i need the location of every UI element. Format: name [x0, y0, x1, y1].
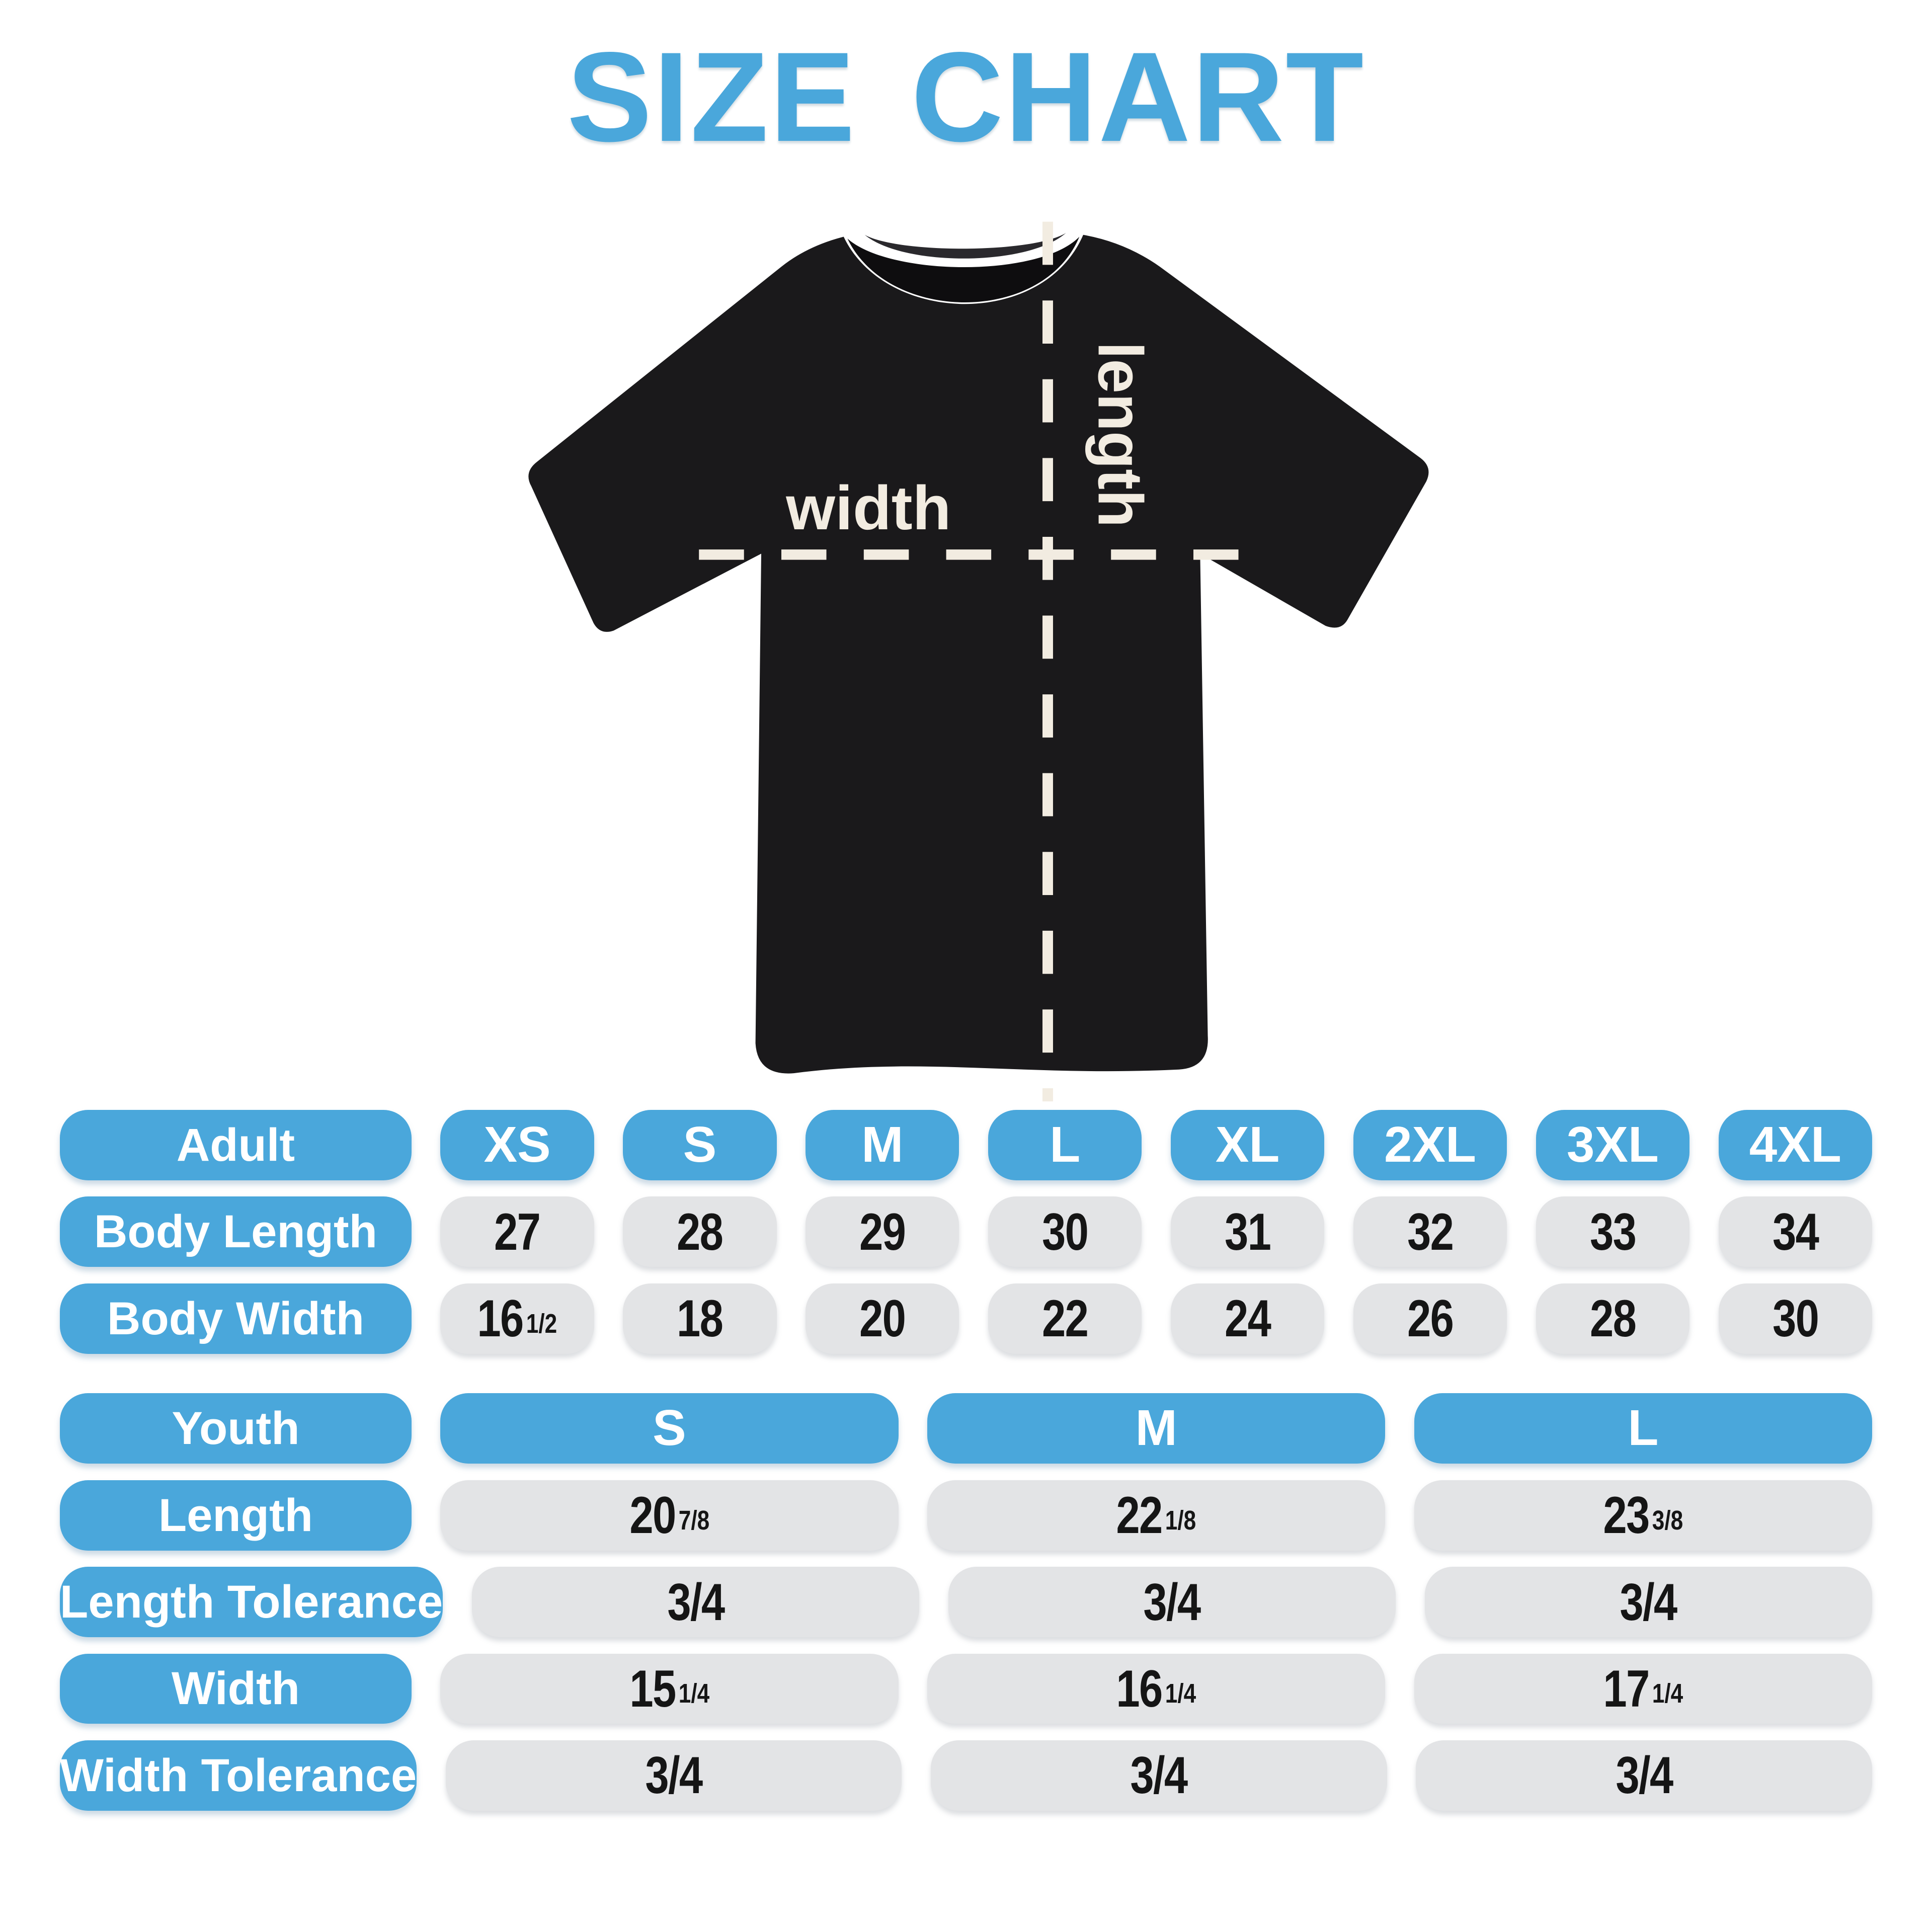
tshirt-svg: width length: [528, 222, 1429, 1102]
size-value-cell: 30: [988, 1196, 1142, 1267]
page-title: SIZE CHART: [567, 25, 1365, 168]
size-value-cell: 22 1/8: [927, 1480, 1386, 1551]
collar-opening: [847, 236, 1080, 303]
row-header-pill: Width Tolerance: [60, 1740, 417, 1811]
size-tables: Adult XS S M L XL 2XL 3XL 4XL Body Length 27 28 29 30…: [60, 1110, 1872, 1827]
size-pill: M: [927, 1393, 1386, 1464]
size-pill: L: [1414, 1393, 1872, 1464]
length-measure-label: length: [1085, 342, 1155, 528]
size-value-cell: 32: [1353, 1196, 1507, 1267]
size-value-cell: 16 1/2: [440, 1283, 594, 1354]
size-value-cell: 3/4: [1416, 1740, 1872, 1811]
size-header-row: Adult XS S M L XL 2XL 3XL 4XL: [60, 1110, 1872, 1180]
size-pill: 3XL: [1536, 1110, 1690, 1180]
size-value-cell: 26: [1353, 1283, 1507, 1354]
size-value-cell: 33: [1536, 1196, 1690, 1267]
width-measure-label: width: [785, 474, 951, 543]
row-header-pill: Body Length: [60, 1196, 412, 1267]
adult-size-table: Adult XS S M L XL 2XL 3XL 4XL Body Length 27 28 29 30…: [60, 1110, 1872, 1354]
row-header-pill: Length: [60, 1480, 412, 1551]
size-value-cell: 17 1/4: [1414, 1653, 1872, 1724]
collar-band: [864, 233, 1066, 259]
size-value-cell: 3/4: [931, 1740, 1387, 1811]
measurement-row: Width Tolerance 3/4 3/4 3/4: [60, 1740, 1872, 1811]
size-value-cell: 28: [1536, 1283, 1690, 1354]
measurement-row: Body Length 27 28 29 30 31 32 33 34: [60, 1196, 1872, 1267]
size-value-cell: 24: [1170, 1283, 1325, 1354]
size-value-cell: 28: [623, 1196, 777, 1267]
row-header-pill: Length Tolerance: [60, 1567, 443, 1637]
size-pill: L: [988, 1110, 1142, 1180]
size-value-cell: 15 1/4: [440, 1653, 899, 1724]
size-pill: XS: [440, 1110, 594, 1180]
size-value-cell: 23 3/8: [1414, 1480, 1872, 1551]
youth-size-table: Youth S M L Length 20 7/8 22 1/8 23 3/8 Length Tole…: [60, 1393, 1872, 1811]
size-value-cell: 20: [806, 1283, 959, 1354]
row-header-pill: Width: [60, 1653, 412, 1724]
size-pill: 2XL: [1353, 1110, 1507, 1180]
size-pill: M: [806, 1110, 959, 1180]
measurement-row: Width 15 1/4 16 1/4 17 1/4: [60, 1653, 1872, 1724]
row-header-pill: Youth: [60, 1393, 412, 1464]
size-value-cell: 20 7/8: [440, 1480, 899, 1551]
size-pill: 4XL: [1718, 1110, 1872, 1180]
measurement-row: Length Tolerance 3/4 3/4 3/4: [60, 1567, 1872, 1637]
measurement-row: Length 20 7/8 22 1/8 23 3/8: [60, 1480, 1872, 1551]
row-header-pill: Body Width: [60, 1283, 412, 1354]
tshirt-diagram: width length: [510, 212, 1469, 1112]
size-pill: S: [623, 1110, 777, 1180]
size-value-cell: 16 1/4: [927, 1653, 1386, 1724]
size-header-row: Youth S M L: [60, 1393, 1872, 1464]
tshirt-silhouette: [528, 235, 1429, 1074]
size-value-cell: 30: [1718, 1283, 1872, 1354]
row-header-pill: Adult: [60, 1110, 412, 1180]
size-value-cell: 31: [1170, 1196, 1325, 1267]
size-value-cell: 3/4: [948, 1567, 1396, 1637]
size-pill: XL: [1170, 1110, 1325, 1180]
size-value-cell: 27: [440, 1196, 594, 1267]
size-value-cell: 22: [988, 1283, 1142, 1354]
size-value-cell: 3/4: [1424, 1567, 1872, 1637]
size-value-cell: 29: [806, 1196, 959, 1267]
measurement-row: Body Width 16 1/2 18 20 22 24 26 28 30: [60, 1283, 1872, 1354]
size-value-cell: 18: [623, 1283, 777, 1354]
size-value-cell: 3/4: [445, 1740, 902, 1811]
size-value-cell: 34: [1718, 1196, 1872, 1267]
size-pill: S: [440, 1393, 899, 1464]
size-value-cell: 3/4: [471, 1567, 920, 1637]
